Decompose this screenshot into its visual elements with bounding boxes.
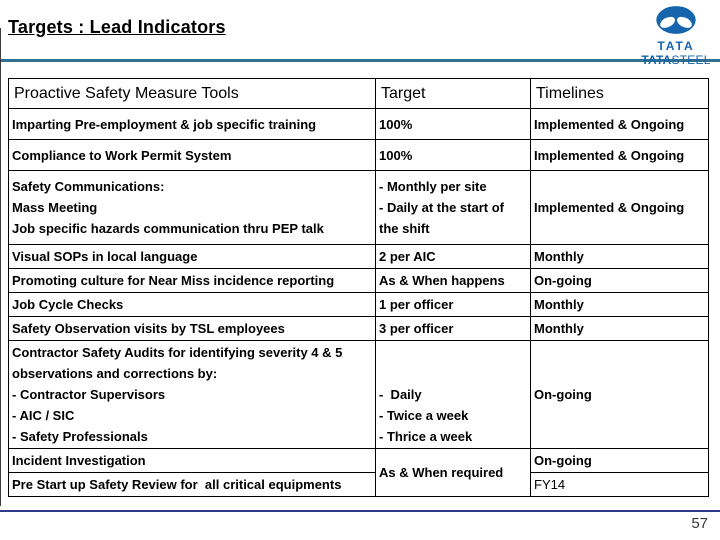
- table-cell: Job Cycle Checks: [8, 292, 376, 317]
- table-cell: Safety Observation visits by TSL employe…: [8, 316, 376, 341]
- table-row: Job Cycle Checks 1 per officer Monthly: [8, 292, 709, 317]
- table-cell: On-going: [530, 268, 709, 293]
- brand-bold-text: TATA: [641, 53, 672, 67]
- table-cell: - Daily - Twice a week - Thrice a week: [375, 340, 531, 449]
- table-cell: Visual SOPs in local language: [8, 244, 376, 269]
- brand-regular-text: STEEL: [671, 53, 711, 67]
- slide-left-edge-line: [0, 28, 1, 506]
- table-cell: 1 per officer: [375, 292, 531, 317]
- table-cell: 2 per AIC: [375, 244, 531, 269]
- table-cell: Monthly: [530, 292, 709, 317]
- column-header: Target: [375, 78, 531, 109]
- table-cell: Safety Communications: Mass Meeting Job …: [8, 170, 376, 245]
- table-cell: As & When required: [375, 448, 531, 497]
- column-header: Timelines: [530, 78, 709, 109]
- table-cell: On-going: [530, 340, 709, 449]
- table-row: Compliance to Work Permit System 100% Impl…: [8, 139, 709, 171]
- lead-indicators-table: Proactive Safety Measure Tools Target Time…: [8, 78, 709, 497]
- table-cell: Implemented & Ongoing: [530, 108, 709, 140]
- table-cell: Promoting culture for Near Miss incidenc…: [8, 268, 376, 293]
- table-cell: Implemented & Ongoing: [530, 170, 709, 245]
- table-row: Incident Investigation As & When required…: [8, 448, 709, 497]
- column-header: Proactive Safety Measure Tools: [8, 78, 376, 109]
- page-number: 57: [691, 515, 708, 532]
- page-title: Targets : Lead Indicators: [8, 17, 226, 37]
- table-cell: 100%: [375, 108, 531, 140]
- table-cell: Monthly: [530, 316, 709, 341]
- table-row: Pre Start up Safety Review for all criti…: [8, 472, 709, 497]
- table-cell: FY14: [530, 472, 709, 497]
- table-cell: Pre Start up Safety Review for all criti…: [8, 472, 376, 497]
- table-row: Safety Observation visits by TSL employe…: [8, 316, 709, 341]
- table-cell: - Monthly per site - Daily at the start …: [375, 170, 531, 245]
- table-header-row: Proactive Safety Measure Tools Target Time…: [8, 78, 709, 109]
- title-divider-line: [0, 59, 720, 62]
- table-row: Contractor Safety Audits for identifying…: [8, 340, 709, 449]
- table-cell: Contractor Safety Audits for identifying…: [8, 340, 376, 449]
- tata-oval-t-icon: [656, 6, 696, 34]
- table-row: Imparting Pre-employment & job specific …: [8, 108, 709, 140]
- table-cell: Imparting Pre-employment & job specific …: [8, 108, 376, 140]
- table-cell: On-going: [530, 448, 709, 473]
- tata-steel-logo: TATA TATASTEEL: [637, 5, 715, 66]
- footer-divider-line: [0, 510, 720, 512]
- table-cell: Monthly: [530, 244, 709, 269]
- table-cell: 100%: [375, 139, 531, 171]
- table-row: Visual SOPs in local language 2 per AIC Mo…: [8, 244, 709, 269]
- table-cell: Implemented & Ongoing: [530, 139, 709, 171]
- table-cell: As & When happens: [375, 268, 531, 293]
- table-row: Promoting culture for Near Miss incidenc…: [8, 268, 709, 293]
- table-cell: Incident Investigation: [8, 448, 376, 473]
- table-row: Safety Communications: Mass Meeting Job …: [8, 170, 709, 245]
- table-cell: 3 per officer: [375, 316, 531, 341]
- table-cell: Compliance to Work Permit System: [8, 139, 376, 171]
- tata-steel-wordmark: TATASTEEL: [637, 54, 715, 66]
- tata-wordmark: TATA: [657, 39, 695, 53]
